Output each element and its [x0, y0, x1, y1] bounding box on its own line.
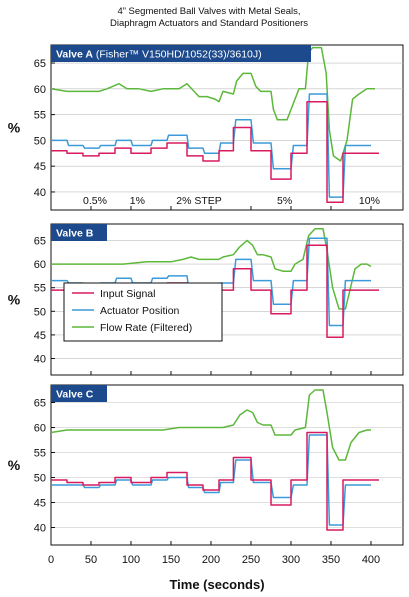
step-annotation: 0.5%	[83, 195, 107, 207]
x-tick-label: 50	[85, 554, 97, 566]
chart-title-line: 4” Segmented Ball Valves with Metal Seal…	[117, 6, 300, 17]
panel-title-tab	[51, 224, 107, 241]
panel-title: Valve C	[56, 389, 94, 401]
panel-title-subtitle: (Fisher™ V150HD/1052(33)/3610J)	[93, 49, 262, 61]
series-line	[50, 46, 375, 162]
y-tick-label: 55	[34, 283, 46, 295]
series-line	[51, 100, 379, 204]
plot-area	[50, 44, 404, 211]
y-tick-label: 50	[34, 135, 46, 147]
y-tick-label: 45	[34, 498, 46, 510]
chart-panels: 40 45 50 55 60 65% Valve A (Fisher™ V150HD/105…	[8, 44, 404, 592]
series-line	[50, 389, 371, 461]
chart-title-line: Diaphragm Actuators and Standard Positio…	[110, 18, 308, 29]
panel-title-bold: Valve A	[56, 49, 93, 61]
x-tick-label: 100	[122, 554, 140, 566]
y-tick-label: 40	[34, 353, 46, 365]
plot-area	[50, 384, 404, 546]
y-tick-label: 55	[34, 448, 46, 460]
y-tick-label: 50	[34, 473, 46, 485]
panel-title: Valve B	[56, 228, 94, 240]
y-tick-label: 45	[34, 330, 46, 342]
chart-panel: 40 45 50 55 60 65% Valve A (Fisher™ V150HD/105…	[8, 44, 404, 211]
y-tick-label: 50	[34, 306, 46, 318]
y-axis-label: %	[8, 292, 21, 308]
x-tick-label: 150	[162, 554, 180, 566]
x-axis-label: Time (seconds)	[169, 577, 264, 592]
y-tick-label: 55	[34, 110, 46, 122]
x-tick-label: 200	[202, 554, 220, 566]
chart-panel: 40 45 50 55 60 65% 0 50 100 150 200 250 300 350 400 Tim…	[8, 384, 404, 592]
y-tick-label: 45	[34, 161, 46, 173]
step-annotation: 1%	[130, 195, 145, 207]
panel-title-bold: Valve C	[56, 389, 94, 401]
y-tick-label: 40	[34, 187, 46, 199]
x-tick-label: 0	[48, 554, 54, 566]
step-annotation: 5%	[277, 195, 292, 207]
y-axis-label: %	[8, 457, 21, 473]
series-line	[51, 93, 371, 198]
step-annotation: 2% STEP	[176, 195, 222, 207]
panel-title: Valve A (Fisher™ V150HD/1052(33)/3610J)	[56, 49, 262, 61]
panel-title-tab	[51, 45, 311, 62]
legend-label: Flow Rate (Filtered)	[100, 322, 192, 334]
panel-title-bold: Valve B	[56, 228, 94, 240]
x-tick-label: 400	[362, 554, 380, 566]
legend-label: Input Signal	[100, 288, 155, 300]
y-tick-label: 60	[34, 423, 46, 435]
step-annotation: 10%	[359, 195, 380, 207]
series-line	[51, 227, 372, 310]
x-tick-label: 300	[282, 554, 300, 566]
series-line	[51, 431, 379, 531]
legend-label: Actuator Position	[100, 305, 180, 317]
y-tick-label: 65	[34, 236, 46, 248]
x-tick-label: 350	[322, 554, 340, 566]
y-tick-label: 60	[34, 259, 46, 271]
chart-title: 4” Segmented Ball Valves with Metal Seal…	[110, 6, 308, 29]
y-tick-label: 65	[34, 58, 46, 70]
y-tick-label: 60	[34, 84, 46, 96]
y-axis-label: %	[8, 120, 21, 136]
chart-panel: 40 45 50 55 60 65% Valve B Input Signal Actuator…	[8, 223, 404, 376]
y-tick-label: 40	[34, 523, 46, 535]
x-tick-label: 250	[242, 554, 260, 566]
y-tick-label: 65	[34, 398, 46, 410]
panel-title-tab	[51, 385, 107, 402]
